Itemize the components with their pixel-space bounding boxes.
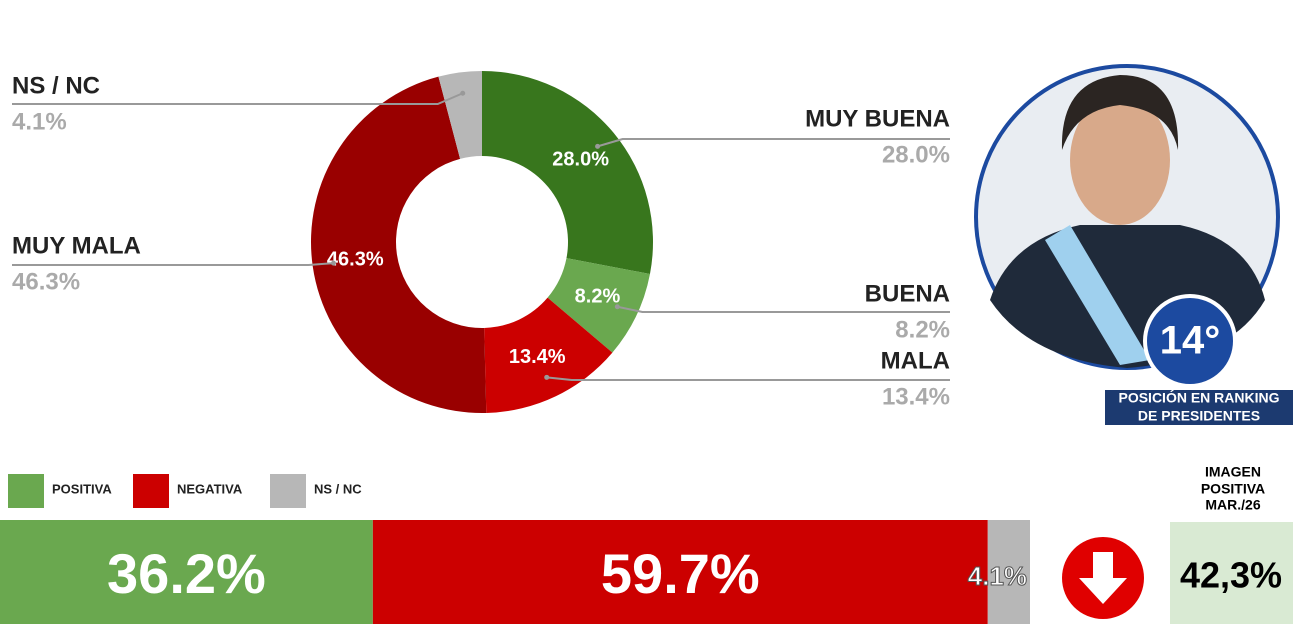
- leader-line: [597, 138, 950, 148]
- legend-label: POSITIVA: [52, 481, 112, 496]
- donut-slice: [547, 258, 650, 353]
- image-title: IMAGEN: [1205, 464, 1261, 480]
- rank: 14°: [1160, 319, 1221, 363]
- image-box: [1170, 522, 1293, 624]
- image-value: 42,3%: [1180, 555, 1282, 596]
- sash: [1045, 225, 1150, 365]
- leader-dot: [330, 260, 336, 266]
- bar-segment: [0, 520, 373, 624]
- image-title: POSITIVA: [1201, 481, 1265, 497]
- rank-badge: [1143, 294, 1237, 388]
- leader-dot: [614, 304, 620, 310]
- outer-value: 8.2%: [895, 316, 950, 343]
- slice-label: 46.3%: [327, 248, 384, 270]
- legend-label: NS / NC: [314, 481, 362, 496]
- outer-label: NS / NC: [12, 72, 100, 99]
- image-title: MAR./26: [1205, 497, 1260, 513]
- slice-label: 28.0%: [552, 149, 609, 171]
- bar-segment: [987, 520, 1030, 624]
- hair: [1061, 75, 1179, 150]
- face: [1070, 95, 1170, 225]
- bar-label: 59.7%: [601, 542, 760, 605]
- slice-label: 13.4%: [509, 346, 566, 368]
- outer-value: 46.3%: [12, 268, 80, 295]
- rank-label: DE PRESIDENTES: [1138, 408, 1260, 424]
- leader-dot: [460, 90, 466, 96]
- rank-label: POSICIÓN EN RANKING: [1118, 389, 1279, 406]
- slice-label: 8.2%: [575, 286, 621, 308]
- bar-label: 4.1%: [968, 561, 1027, 591]
- outer-label: MUY BUENA: [805, 105, 950, 132]
- donut-hole: [397, 157, 567, 327]
- trend-arrow: [1079, 552, 1127, 604]
- legend-swatch: [270, 474, 306, 508]
- bar-label: 36.2%: [107, 542, 266, 605]
- leader-line: [546, 376, 950, 381]
- outer-value: 28.0%: [882, 141, 950, 168]
- leader-dot: [544, 374, 550, 380]
- outer-label: MALA: [881, 347, 950, 374]
- outer-label: MUY MALA: [12, 232, 141, 259]
- donut-slice: [484, 297, 613, 413]
- leader-dot: [595, 143, 601, 149]
- rank-label-bg: [1105, 390, 1293, 425]
- bar-segment: [372, 520, 988, 624]
- outer-value: 4.1%: [12, 108, 67, 135]
- portrait: 14° POSICIÓN EN RANKING DE PRESIDENTES: [974, 64, 1293, 425]
- legend-label: NEGATIVA: [177, 481, 243, 496]
- leader-line: [12, 262, 334, 266]
- leader-line: [12, 92, 464, 105]
- donut-slice: [311, 76, 487, 413]
- donut-slice: [438, 71, 482, 159]
- donut-slice: [482, 71, 654, 275]
- outer-value: 13.4%: [882, 383, 950, 410]
- legend-swatch: [8, 474, 44, 508]
- legend-swatch: [133, 474, 169, 508]
- outer-label: BUENA: [865, 280, 950, 307]
- leader-line: [617, 305, 950, 313]
